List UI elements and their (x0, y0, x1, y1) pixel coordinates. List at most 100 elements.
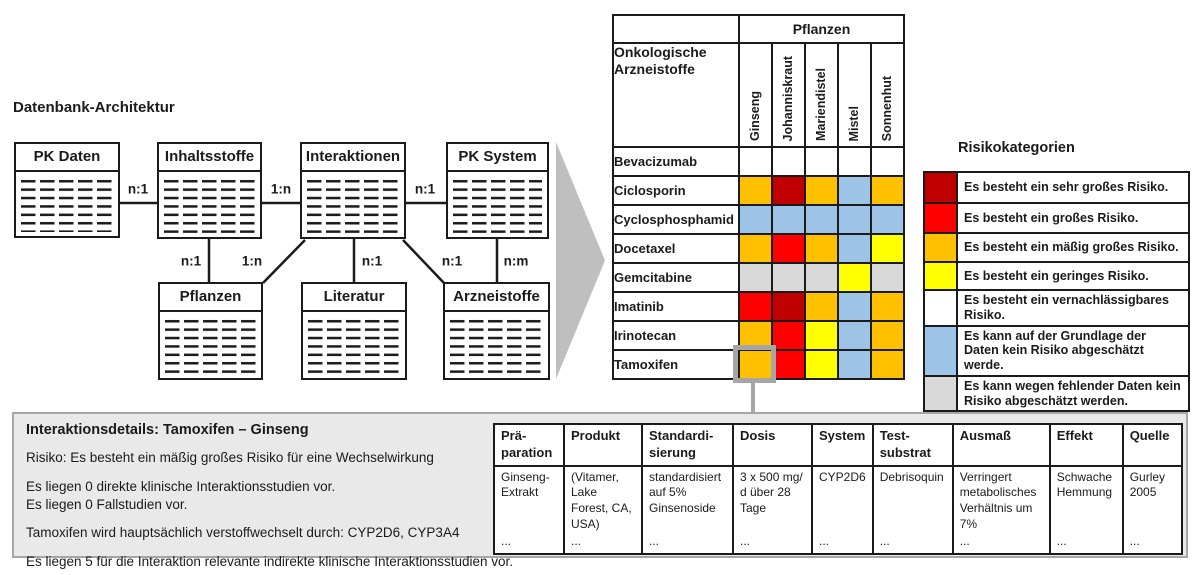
matrix-cell-docetaxel-johanniskraut[interactable] (771, 233, 806, 264)
legend-item: Es kann wegen fehlender Daten kein Risik… (923, 374, 1190, 413)
details-line: Es liegen 0 Fallstudien vor. (26, 496, 188, 512)
matrix-cell-imatinib-sonnenhut[interactable] (870, 291, 905, 322)
details-text-block: Risiko: Es besteht ein mäßig großes Risi… (14, 449, 1186, 571)
matrix-cell-cyclosphosphamid-johanniskraut[interactable] (771, 204, 806, 235)
study-cell-produkt: (Vitamer, Lake Forest, CA, USA)... (563, 464, 643, 555)
legend-item: Es kann auf der Grundlage der Daten kein… (923, 324, 1190, 377)
matrix-cell-tamoxifen-mariendistel[interactable] (804, 349, 839, 380)
er-entity-rows (21, 177, 113, 232)
matrix-cell-tamoxifen-ginseng[interactable] (738, 349, 773, 380)
study-cell-standardi-sierung: standardisiert auf 5% Ginsenoside... (641, 464, 734, 555)
legend-color-swatch-blue (923, 324, 958, 377)
matrix-cell-ciclosporin-mariendistel[interactable] (804, 175, 839, 206)
matrix-cell-cyclosphosphamid-mistel[interactable] (837, 204, 872, 235)
legend-color-swatch-yellow (923, 261, 958, 291)
matrix-cell-bevacizumab-sonnenhut[interactable] (870, 146, 905, 177)
details-line: Es liegen 0 direkte klinische Interaktio… (26, 478, 336, 494)
matrix-cell-irinotecan-sonnenhut[interactable] (870, 320, 905, 351)
study-data-row: Ginseng-Extrakt... (Vitamer, Lake Forest,… (493, 464, 1183, 555)
matrix-cell-tamoxifen-mistel[interactable] (837, 349, 872, 380)
matrix-cell-gemcitabine-sonnenhut[interactable] (870, 262, 905, 293)
matrix-cell-docetaxel-ginseng[interactable] (738, 233, 773, 264)
study-cell-pr-paration: Ginseng-Extrakt... (493, 464, 565, 555)
study-cell-test-substrat: Debrisoquin... (871, 464, 954, 555)
legend-item: Es besteht ein mäßig großes Risiko. (923, 232, 1190, 263)
er-entity-rows (450, 317, 543, 374)
diagram-title: Datenbank-Architektur (13, 99, 175, 116)
legend-color-swatch-orange (923, 232, 958, 263)
study-header-row: Prä- paration Produkt Standardi- sierung Do… (493, 423, 1183, 467)
study-col-header-pr-paration: Prä- paration (493, 423, 565, 467)
er-entity-rows (164, 177, 255, 233)
er-diagram: PK Daten Inhaltsstoffe Interaktionen PK Sys… (0, 0, 620, 420)
legend-color-swatch-red (923, 202, 958, 234)
more-rows-ellipsis: ... (879, 534, 890, 549)
matrix-cell-ciclosporin-mistel[interactable] (837, 175, 872, 206)
matrix-cell-bevacizumab-ginseng[interactable] (738, 146, 773, 177)
more-rows-ellipsis: ... (1056, 534, 1067, 549)
er-entity-title: PK Daten (16, 144, 118, 172)
matrix-col-label-sonnenhut: Sonnenhut (870, 42, 905, 148)
legend-color-swatch-white (923, 289, 958, 327)
selection-connector-line (751, 382, 755, 413)
relation-cardinality-label: n:1 (440, 253, 464, 269)
matrix-cell-cyclosphosphamid-mariendistel[interactable] (804, 204, 839, 235)
matrix-cell-ciclosporin-ginseng[interactable] (738, 175, 773, 206)
matrix-cell-bevacizumab-mistel[interactable] (837, 146, 872, 177)
matrix-cell-irinotecan-mariendistel[interactable] (804, 320, 839, 351)
legend-item-label: Es kann auf der Grundlage der Daten kein… (956, 324, 1190, 377)
legend-item: Es besteht ein geringes Risiko. (923, 261, 1190, 291)
relation-cardinality-label: 1:n (240, 253, 264, 269)
matrix-corner-cell (612, 14, 740, 44)
legend-item: Es besteht ein vernachlässigbares Risiko… (923, 289, 1190, 327)
matrix-cell-imatinib-mistel[interactable] (837, 291, 872, 322)
relation-cardinality-label: 1:n (269, 181, 293, 197)
matrix-cell-gemcitabine-mariendistel[interactable] (804, 262, 839, 293)
risk-legend: Es besteht ein sehr großes Risiko. Es bes… (923, 171, 1190, 413)
details-line: Es liegen 5 für die Interaktion relevant… (26, 554, 514, 570)
matrix-cell-cyclosphosphamid-ginseng[interactable] (738, 204, 773, 235)
er-entity-title: Inhaltsstoffe (159, 144, 260, 172)
matrix-cell-ciclosporin-sonnenhut[interactable] (870, 175, 905, 206)
matrix-cell-imatinib-ginseng[interactable] (738, 291, 773, 322)
matrix-cell-irinotecan-johanniskraut[interactable] (771, 320, 806, 351)
study-col-header-system: System (811, 423, 874, 467)
er-entity-rows (307, 177, 399, 233)
details-paragraph: Es liegen 0 direkte klinische Interaktio… (26, 478, 1186, 514)
selected-cell-highlight (733, 345, 776, 383)
study-col-header-effekt: Effekt (1048, 423, 1124, 467)
study-cell-ausma: Verringert metabolisches Verhältnis um 7… (951, 464, 1051, 555)
matrix-cell-bevacizumab-mariendistel[interactable] (804, 146, 839, 177)
matrix-cell-tamoxifen-johanniskraut[interactable] (771, 349, 806, 380)
er-entity-rows (453, 177, 542, 233)
er-entity-interaktionen: Interaktionen (300, 142, 406, 239)
matrix-cell-bevacizumab-johanniskraut[interactable] (771, 146, 806, 177)
study-col-header-dosis: Dosis (732, 423, 813, 467)
matrix-cell-gemcitabine-johanniskraut[interactable] (771, 262, 806, 293)
study-details-table: Prä- paration Produkt Standardi- sierung Do… (493, 423, 1183, 555)
relation-cardinality-label: n:m (502, 253, 530, 269)
matrix-cell-cyclosphosphamid-sonnenhut[interactable] (870, 204, 905, 235)
study-col-header-ausma: Ausmaß (951, 423, 1051, 467)
er-entity-inhaltsstoffe: Inhaltsstoffe (157, 142, 262, 239)
matrix-cell-docetaxel-mistel[interactable] (837, 233, 872, 264)
matrix-cell-ciclosporin-johanniskraut[interactable] (771, 175, 806, 206)
matrix-cell-irinotecan-mistel[interactable] (837, 320, 872, 351)
matrix-cell-docetaxel-sonnenhut[interactable] (870, 233, 905, 264)
matrix-col-label-ginseng: Ginseng (738, 42, 773, 148)
matrix-cell-gemcitabine-ginseng[interactable] (738, 262, 773, 293)
matrix-cell-imatinib-johanniskraut[interactable] (771, 291, 806, 322)
matrix-cell-docetaxel-mariendistel[interactable] (804, 233, 839, 264)
matrix-cell-imatinib-mariendistel[interactable] (804, 291, 839, 322)
risk-matrix-table: Pflanzen Onkologische Arzneistoffe Ginseng… (612, 14, 905, 380)
matrix-cell-tamoxifen-sonnenhut[interactable] (870, 349, 905, 380)
er-entity-title: Arzneistoffe (445, 284, 548, 312)
matrix-cell-gemcitabine-mistel[interactable] (837, 262, 872, 293)
relation-cardinality-label: n:1 (179, 253, 203, 269)
matrix-row-label-tamoxifen: Tamoxifen (612, 349, 740, 380)
matrix-row-label-irinotecan: Irinotecan (612, 320, 740, 351)
details-title: Interaktionsdetails: Tamoxifen – Ginseng (26, 422, 309, 438)
details-paragraph: Risiko: Es besteht ein mäßig großes Risi… (26, 449, 1186, 467)
more-rows-ellipsis: ... (959, 534, 970, 549)
